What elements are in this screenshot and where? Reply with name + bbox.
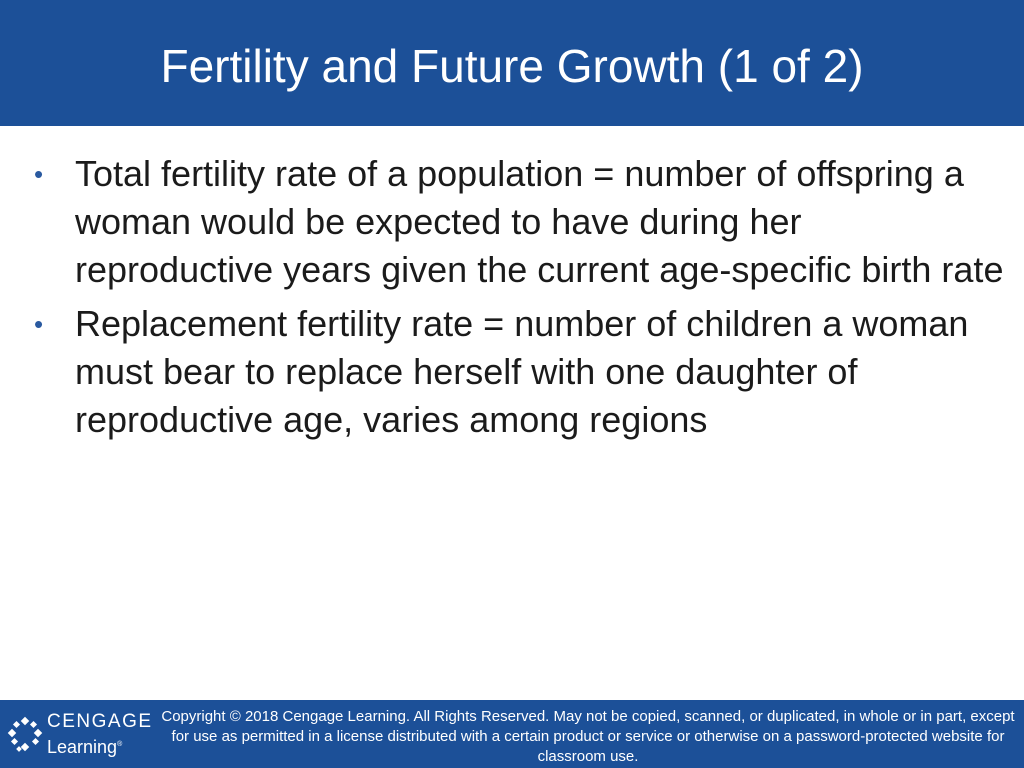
slide-title: Fertility and Future Growth (1 of 2) [160, 40, 864, 92]
slide-content: • Total fertility rate of a population =… [0, 150, 1024, 450]
bullet-text: Total fertility rate of a population = n… [75, 153, 1004, 290]
bullet-item: • Replacement fertility rate = number of… [0, 300, 1024, 444]
cengage-logo-icon [7, 716, 43, 752]
logo-subtext: Learning® [47, 734, 122, 758]
bullet-list: • Total fertility rate of a population =… [0, 150, 1024, 444]
footer-bar: CENGAGE Learning® Copyright © 2018 Cenga… [0, 700, 1024, 768]
logo-wordmark: CENGAGE [47, 711, 153, 732]
bullet-marker: • [34, 159, 44, 189]
copyright-notice: Copyright © 2018 Cengage Learning. All R… [161, 708, 1015, 765]
bullet-marker: • [34, 309, 44, 339]
title-bar: Fertility and Future Growth (1 of 2) [0, 0, 1024, 126]
bullet-text: Replacement fertility rate = number of c… [75, 303, 969, 440]
registered-mark: ® [117, 741, 123, 748]
cengage-logo: CENGAGE Learning® [6, 710, 156, 760]
bullet-item: • Total fertility rate of a population =… [0, 150, 1024, 294]
logo-subtext-word: Learning [47, 737, 118, 757]
